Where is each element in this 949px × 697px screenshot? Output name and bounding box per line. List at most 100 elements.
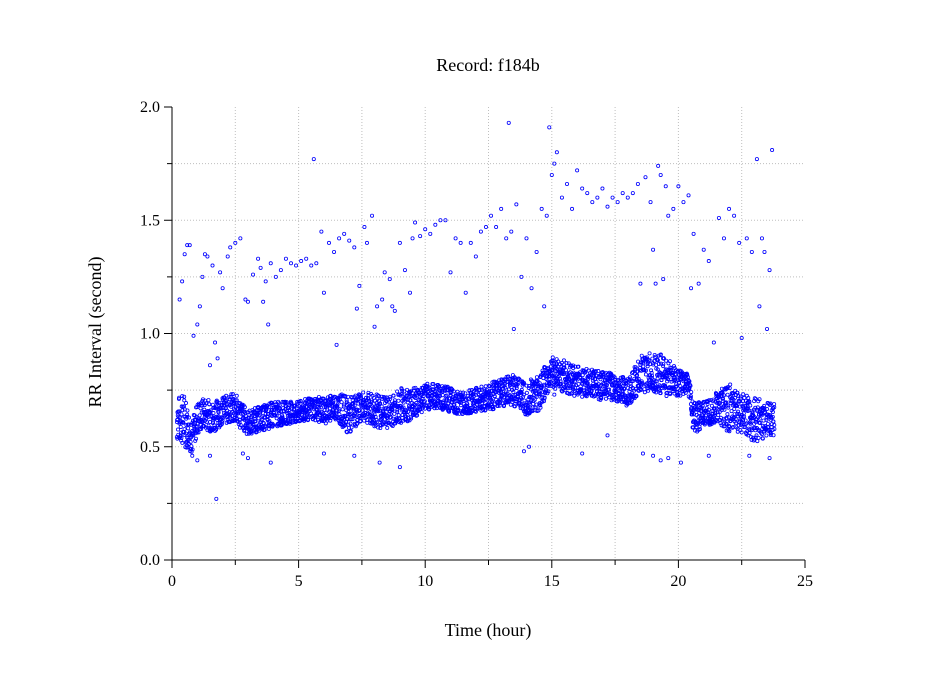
data-point	[238, 236, 243, 241]
data-point	[655, 376, 660, 381]
data-point	[395, 389, 400, 394]
data-point	[678, 460, 683, 465]
data-point	[199, 410, 204, 415]
data-point	[661, 364, 666, 369]
data-point	[355, 421, 360, 426]
data-point	[556, 359, 561, 364]
data-point	[444, 397, 449, 402]
data-point	[504, 374, 509, 379]
data-point	[580, 451, 585, 456]
data-point	[648, 200, 653, 205]
data-point	[661, 356, 666, 361]
data-point	[772, 423, 777, 428]
data-point	[640, 451, 645, 456]
data-point	[468, 240, 473, 245]
data-point	[357, 283, 362, 288]
data-point	[744, 421, 749, 426]
data-point	[369, 398, 374, 403]
data-point	[181, 420, 186, 425]
data-point	[664, 358, 669, 363]
data-point	[764, 407, 769, 412]
data-point	[566, 361, 571, 366]
data-point	[319, 400, 324, 405]
data-point	[221, 406, 226, 411]
data-point	[339, 400, 344, 405]
data-point	[392, 411, 397, 416]
data-point	[732, 213, 737, 218]
data-point	[483, 407, 488, 412]
data-point	[585, 191, 590, 196]
data-point	[637, 379, 642, 384]
data-point	[685, 372, 690, 377]
data-point	[508, 382, 513, 387]
data-point	[706, 410, 711, 415]
data-point	[537, 401, 542, 406]
data-point	[334, 342, 339, 347]
data-point	[696, 281, 701, 286]
data-point	[545, 391, 550, 396]
data-point	[757, 416, 762, 421]
data-point	[667, 359, 672, 364]
x-tick-label: 15	[544, 573, 560, 590]
data-point	[259, 418, 264, 423]
data-point	[278, 268, 283, 273]
data-point	[394, 416, 399, 421]
data-point	[348, 421, 353, 426]
data-point	[726, 428, 731, 433]
y-axis-label: RR Interval (second)	[85, 257, 106, 408]
data-point	[741, 418, 746, 423]
data-point	[207, 453, 212, 458]
data-point	[562, 365, 567, 370]
data-point	[427, 385, 432, 390]
data-point	[292, 403, 297, 408]
data-point	[739, 430, 744, 435]
data-point	[268, 460, 273, 465]
data-point	[207, 402, 212, 407]
data-point	[772, 426, 777, 431]
data-point	[193, 436, 198, 441]
data-point	[722, 407, 727, 412]
data-point	[442, 398, 447, 403]
data-point	[321, 290, 326, 295]
data-point	[681, 200, 686, 205]
data-point	[453, 236, 458, 241]
data-point	[707, 398, 712, 403]
data-point	[220, 402, 225, 407]
data-point	[477, 388, 482, 393]
data-point	[658, 172, 663, 177]
data-point	[635, 182, 640, 187]
data-point	[556, 379, 561, 384]
data-point	[631, 378, 636, 383]
data-point	[716, 215, 721, 220]
data-point	[733, 417, 738, 422]
data-point	[542, 396, 547, 401]
data-point	[370, 213, 375, 218]
data-point	[649, 368, 654, 373]
data-point	[647, 351, 652, 356]
data-point	[533, 388, 538, 393]
data-point	[473, 254, 478, 259]
data-point	[538, 403, 543, 408]
data-point	[506, 120, 511, 125]
data-point	[266, 322, 271, 327]
chart-title: Record: f184b	[436, 55, 539, 75]
data-points	[174, 120, 777, 501]
data-point	[294, 404, 299, 409]
data-point	[563, 368, 568, 373]
data-point	[229, 392, 234, 397]
data-point	[419, 410, 424, 415]
data-point	[686, 193, 691, 198]
data-point	[629, 399, 634, 404]
data-point	[346, 425, 351, 430]
data-point	[754, 157, 759, 162]
x-tick-label: 10	[417, 573, 433, 590]
data-point	[266, 405, 271, 410]
data-point	[757, 397, 762, 402]
data-point	[309, 263, 314, 268]
data-point	[298, 401, 303, 406]
data-point	[522, 398, 527, 403]
data-point	[189, 444, 194, 449]
data-point	[638, 281, 643, 286]
data-point	[552, 161, 557, 166]
